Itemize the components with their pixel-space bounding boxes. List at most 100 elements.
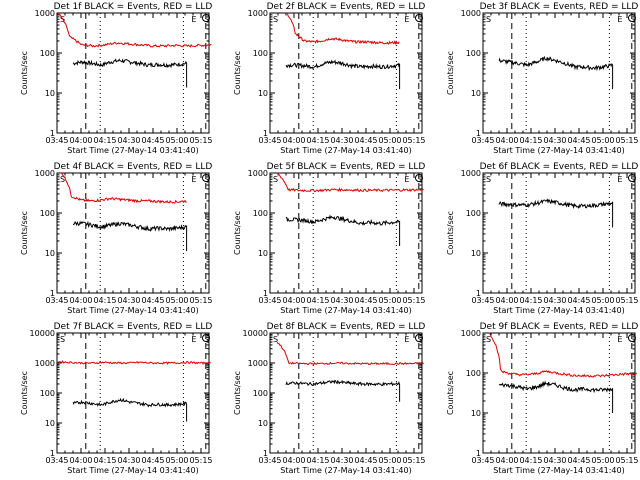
saa-e-label: E xyxy=(617,335,622,344)
x-tick-label: 04:45 xyxy=(567,136,590,145)
x-tick-label: 04:15 xyxy=(519,456,542,465)
y-tick-label: 1 xyxy=(50,449,55,458)
saa-e-label: E xyxy=(191,15,196,24)
panel-title: Det 9f BLACK = Events, RED = LLD xyxy=(480,322,639,332)
x-tick-label: 04:15 xyxy=(519,136,542,145)
x-tick-label: 04:45 xyxy=(141,456,164,465)
y-tick-label: 1 xyxy=(50,129,55,138)
x-tick-label: 04:15 xyxy=(306,136,329,145)
x-tick-label: 04:15 xyxy=(519,296,542,305)
panel-det-1: Det 1f BLACK = Events, RED = LLD 1 10 100 10… xyxy=(20,2,213,155)
x-tick-label: 04:00 xyxy=(495,296,518,305)
x-tick-label: 05:00 xyxy=(591,456,614,465)
x-tick-label: 04:45 xyxy=(141,296,164,305)
saa-marker-icon xyxy=(415,14,423,22)
x-tick-label: 04:30 xyxy=(330,136,353,145)
events-series-line xyxy=(498,380,614,413)
y-tick-label: 1 xyxy=(476,449,481,458)
plot-frame xyxy=(269,12,423,134)
y-tick-label: 1 xyxy=(263,129,268,138)
y-tick-label: 100 xyxy=(466,209,481,218)
y-tick-label: 1000 xyxy=(35,169,55,178)
panel-det-4: Det 4f BLACK = Events, RED = LLD 1 10 100 10… xyxy=(20,162,213,315)
y-tick-label: 100 xyxy=(466,49,481,58)
y-tick-label: 10 xyxy=(471,409,481,418)
plot-frame xyxy=(56,332,210,454)
x-tick-label: 04:45 xyxy=(567,296,590,305)
x-tick-label: 04:30 xyxy=(117,456,140,465)
y-tick-label: 10 xyxy=(471,249,481,258)
events-series-line xyxy=(498,198,614,228)
x-tick-label: 05:15 xyxy=(615,296,638,305)
y-axis-label: Counts/sec xyxy=(233,211,242,255)
panel-det-3: Det 3f BLACK = Events, RED = LLD 1 10 100 10… xyxy=(446,2,639,155)
panel-title: Det 4f BLACK = Events, RED = LLD xyxy=(54,162,213,172)
x-tick-label: 04:00 xyxy=(69,296,92,305)
events-series-line xyxy=(285,214,401,246)
saa-e-label: E xyxy=(404,335,409,344)
y-tick-label: 1000 xyxy=(35,359,55,368)
x-tick-label: 04:00 xyxy=(282,136,305,145)
saa-s-label: S xyxy=(60,15,65,24)
x-tick-label: 04:15 xyxy=(93,296,116,305)
panel-det-6: Det 6f BLACK = Events, RED = LLD 1 10 100 10… xyxy=(446,162,639,315)
y-tick-label: 10 xyxy=(258,89,268,98)
x-tick-label: 05:00 xyxy=(165,456,188,465)
saa-e-label: E xyxy=(404,15,409,24)
events-series-line xyxy=(72,220,188,251)
x-tick-label: 04:15 xyxy=(93,456,116,465)
events-series-line xyxy=(285,379,401,402)
x-tick-label: 03:45 xyxy=(471,136,494,145)
y-tick-label: 1 xyxy=(476,129,481,138)
x-tick-label: 03:45 xyxy=(45,296,68,305)
x-axis-label: Start Time (27-May-14 03:41:40) xyxy=(493,466,624,475)
x-tick-label: 05:00 xyxy=(378,456,401,465)
lld-series-line xyxy=(57,360,211,365)
plot-frame xyxy=(56,12,210,134)
x-tick-label: 04:45 xyxy=(141,136,164,145)
x-tick-label: 05:15 xyxy=(615,456,638,465)
saa-s-label: S xyxy=(486,15,491,24)
panel-det-9: Det 9f BLACK = Events, RED = LLD 1 10 100 10… xyxy=(446,322,639,475)
panel-title: Det 1f BLACK = Events, RED = LLD xyxy=(54,2,213,12)
x-tick-label: 04:15 xyxy=(306,456,329,465)
events-series-line xyxy=(285,59,401,90)
x-axis-label: Start Time (27-May-14 03:41:40) xyxy=(280,306,411,315)
x-tick-label: 04:15 xyxy=(306,296,329,305)
saa-e-label: E xyxy=(617,15,622,24)
panel-title: Det 5f BLACK = Events, RED = LLD xyxy=(267,162,426,172)
y-tick-label: 1000 xyxy=(461,9,481,18)
lld-series-line xyxy=(276,172,424,193)
x-tick-label: 03:45 xyxy=(45,136,68,145)
saa-e-label: E xyxy=(191,335,196,344)
x-tick-label: 04:30 xyxy=(543,296,566,305)
y-tick-label: 10 xyxy=(45,89,55,98)
y-tick-label: 1000 xyxy=(461,169,481,178)
panel-det-5: Det 5f BLACK = Events, RED = LLD 1 10 100 10… xyxy=(233,162,426,315)
saa-e-label: E xyxy=(191,175,196,184)
x-tick-label: 03:45 xyxy=(471,456,494,465)
events-series-line xyxy=(72,397,188,422)
y-tick-label: 10 xyxy=(45,419,55,428)
saa-s-label: S xyxy=(486,175,491,184)
x-tick-label: 04:00 xyxy=(282,296,305,305)
panel-det-8: Det 8f BLACK = Events, RED = LLD 1 10 100 10… xyxy=(233,322,426,475)
x-tick-label: 04:45 xyxy=(354,296,377,305)
x-axis-label: Start Time (27-May-14 03:41:40) xyxy=(67,306,198,315)
x-tick-label: 05:15 xyxy=(189,456,212,465)
x-tick-label: 03:45 xyxy=(471,296,494,305)
x-axis-label: Start Time (27-May-14 03:41:40) xyxy=(280,466,411,475)
y-axis-label: Counts/sec xyxy=(20,51,29,95)
plot-frame xyxy=(56,172,210,294)
x-tick-label: 04:45 xyxy=(354,136,377,145)
y-axis-label: Counts/sec xyxy=(233,51,242,95)
x-tick-label: 04:30 xyxy=(543,456,566,465)
y-tick-label: 1 xyxy=(263,449,268,458)
lld-series-line xyxy=(488,332,638,378)
x-tick-label: 03:45 xyxy=(45,456,68,465)
x-tick-label: 04:00 xyxy=(495,456,518,465)
saa-marker-icon xyxy=(415,174,423,182)
saa-e-label: E xyxy=(404,175,409,184)
x-tick-label: 04:30 xyxy=(117,296,140,305)
